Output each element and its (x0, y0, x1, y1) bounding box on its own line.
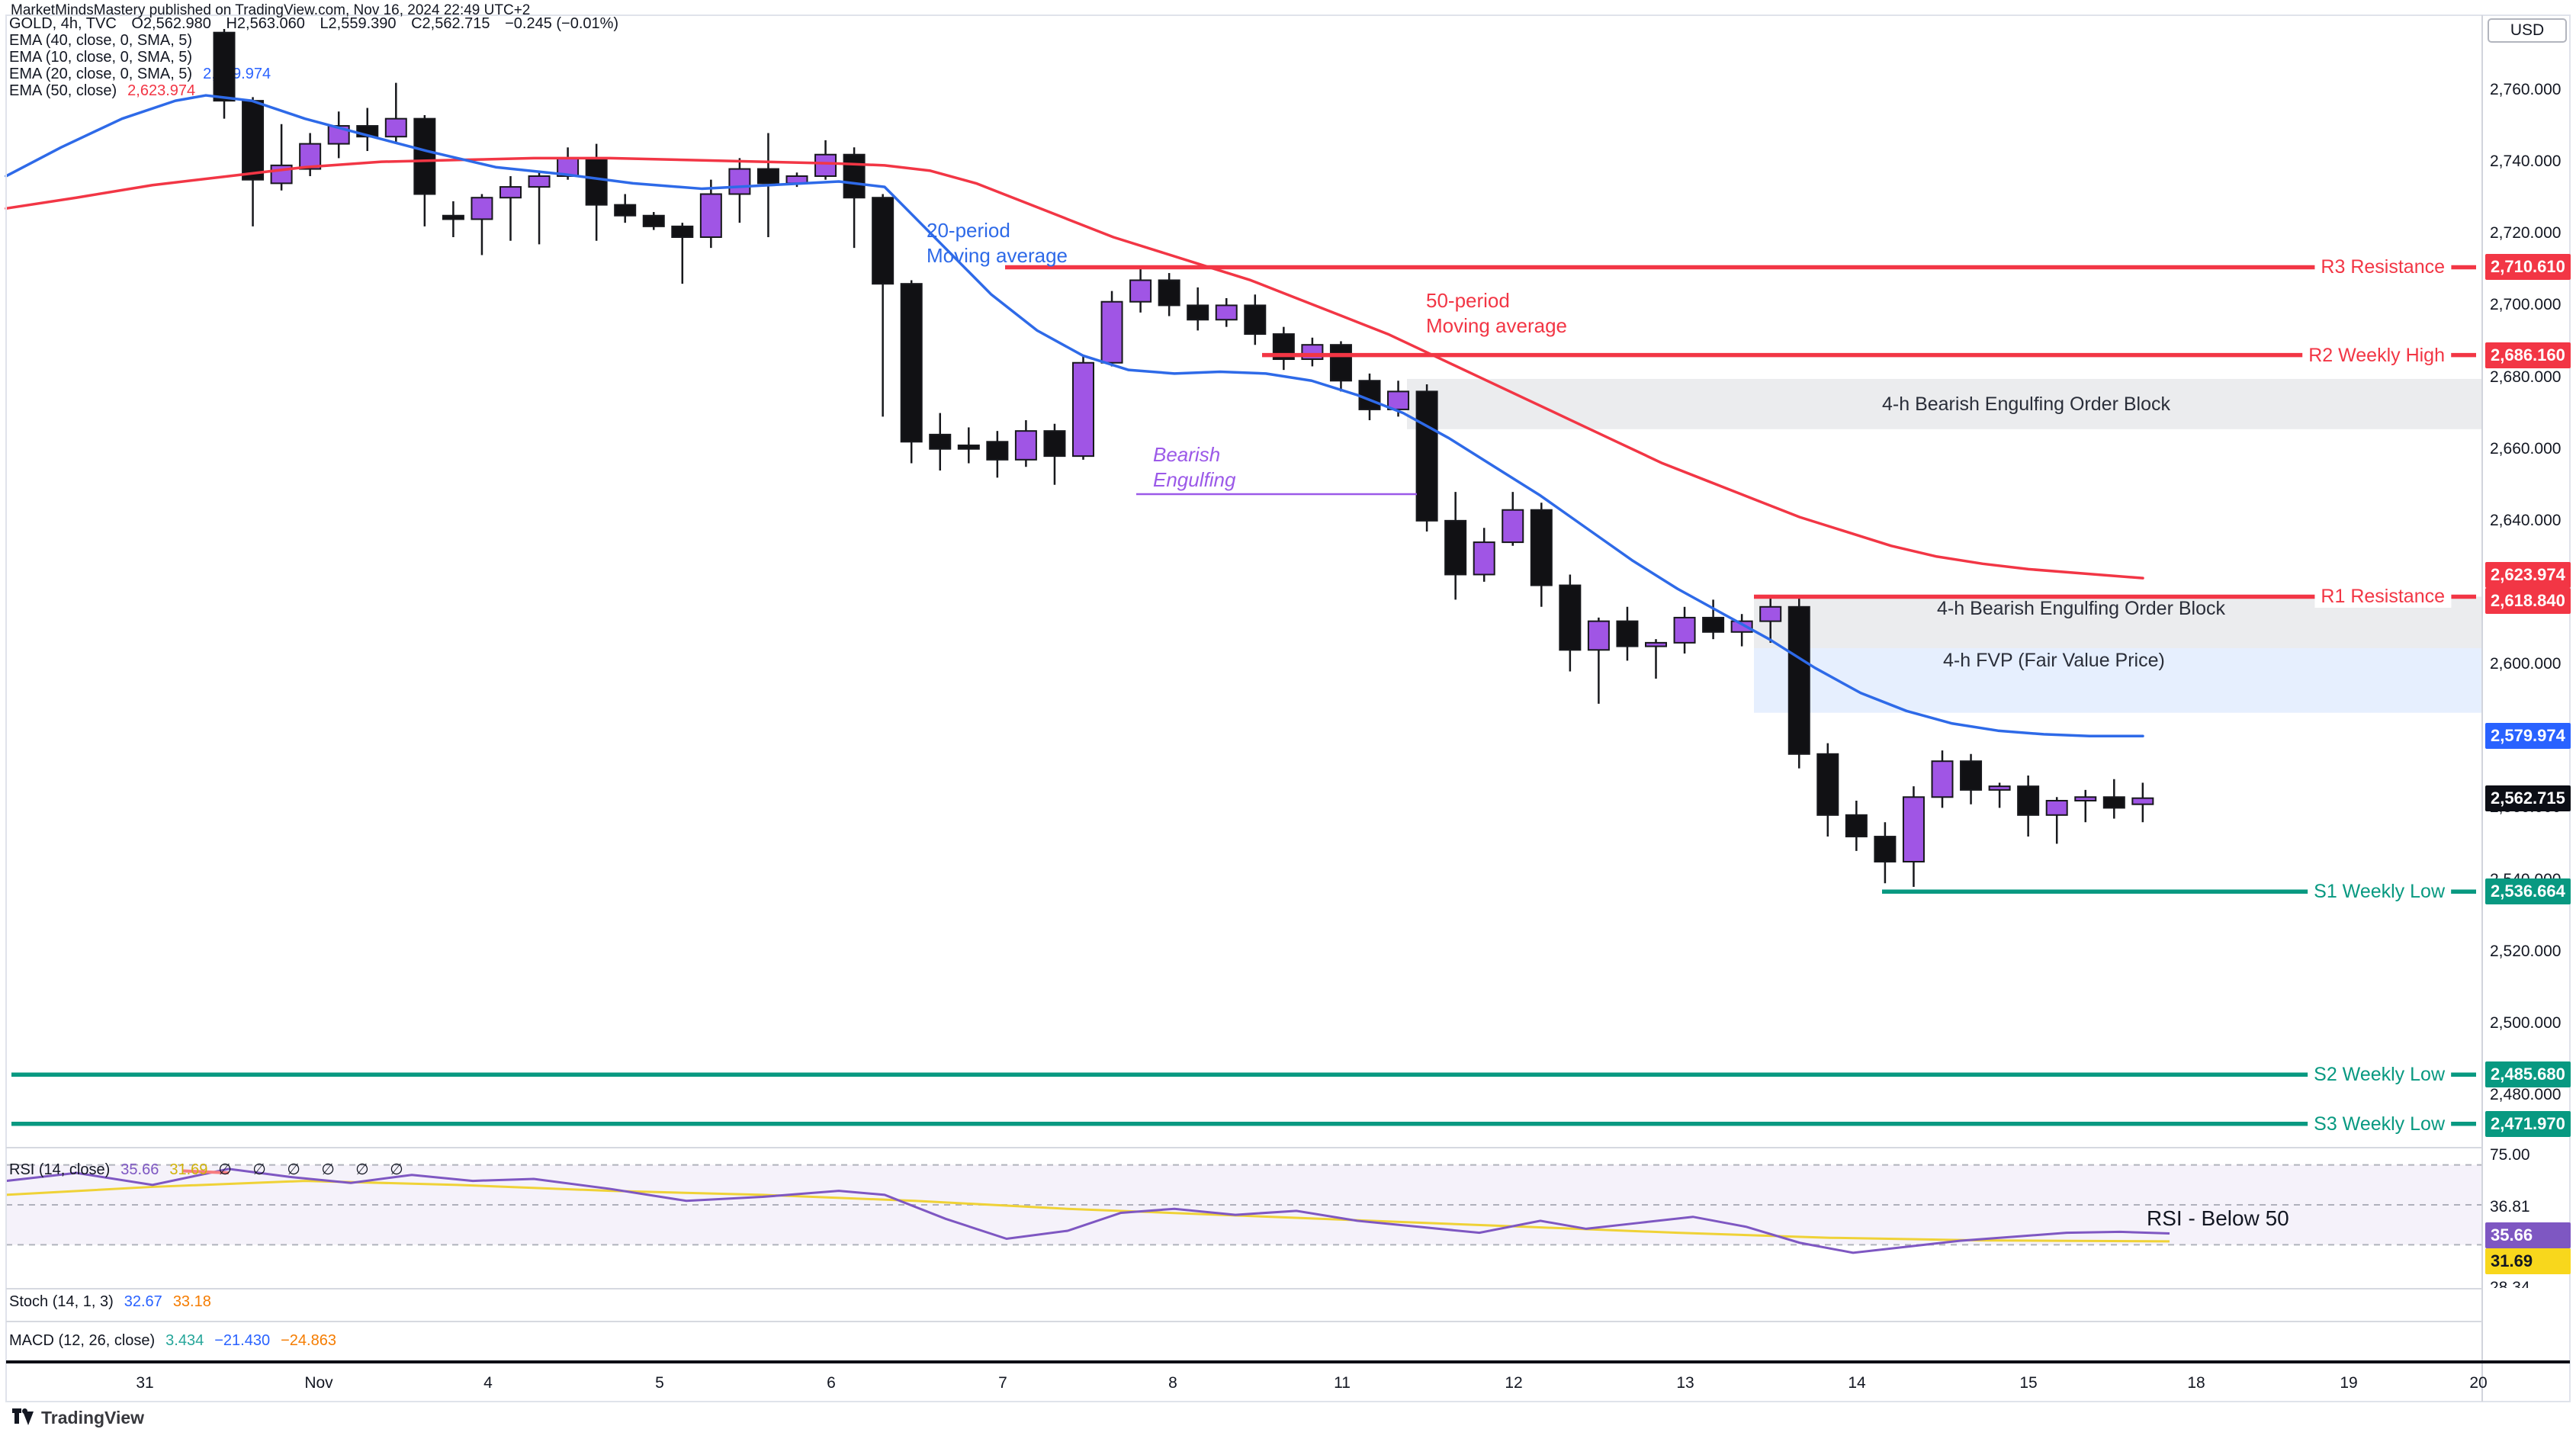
candle-body (843, 153, 866, 199)
rsi-line (5, 1167, 2170, 1254)
ohlc-low: L2,559.390 (320, 15, 397, 32)
candle-body (384, 117, 407, 138)
candle-body (2045, 799, 2068, 816)
candle-body (2017, 785, 2040, 816)
candle-body (1530, 509, 1553, 586)
candle-body (1902, 796, 1925, 863)
candle-body (1616, 620, 1639, 647)
candle-body (986, 441, 1009, 461)
candle-body (900, 283, 923, 443)
candle-body (814, 153, 837, 177)
candle-body (1415, 390, 1438, 522)
candle-body (1759, 605, 1782, 622)
candle-body (642, 214, 665, 227)
candle-body (1244, 304, 1267, 336)
ema-line (5, 94, 2144, 738)
candle-body (1587, 620, 1610, 651)
candle-body (1730, 620, 1753, 633)
candle-body (1072, 361, 1094, 458)
candle-body (1100, 300, 1123, 364)
chart-frame (5, 14, 2571, 1402)
ohlc-open: O2,562.980 (131, 15, 211, 32)
symbol-ohlc-row[interactable]: GOLD, 4h, TVC O2,562.980 H2,563.060 L2,5… (9, 15, 629, 32)
indicator-row-ema40[interactable]: EMA (40, close, 0, SMA, 5) (9, 32, 193, 49)
candle-body (1358, 380, 1381, 410)
candle-body (1787, 605, 1810, 755)
candle-body (442, 214, 464, 220)
candle-body (1874, 836, 1897, 863)
indicator-row-ema10[interactable]: EMA (10, close, 0, SMA, 5) (9, 49, 193, 66)
candle-body (1158, 279, 1180, 307)
candle-body (1043, 430, 1066, 458)
candle-body (1645, 641, 1667, 647)
candle-body (1960, 760, 1983, 791)
indicator-value-ema50: 2,623.974 (127, 82, 196, 99)
zone-band (1754, 596, 2482, 648)
zone-band (1754, 647, 2482, 713)
candle-body (614, 204, 637, 217)
candle-body (499, 186, 522, 199)
candle-body (1702, 616, 1725, 633)
indicator-label-ema50: EMA (50, close) (9, 82, 117, 99)
candle-body (872, 197, 895, 285)
candle-body (471, 197, 493, 220)
candle-body (1187, 304, 1209, 321)
candle-body (299, 143, 322, 170)
candle-body (1988, 785, 2011, 791)
candle-body (699, 193, 722, 238)
candle-body (1215, 304, 1238, 321)
candle-body (1329, 344, 1352, 382)
candle-body (213, 31, 236, 102)
candle-body (1673, 616, 1696, 644)
candle-body (929, 433, 952, 450)
zone-band (1407, 378, 2482, 429)
candle-body (1473, 541, 1495, 576)
indicator-label-ema20: EMA (20, close, 0, SMA, 5) (9, 66, 193, 82)
indicator-row-ema50[interactable]: EMA (50, close) 2,623.974 (9, 82, 629, 99)
candle-body (1387, 390, 1410, 410)
symbol-title: GOLD, 4h, TVC (9, 15, 117, 32)
candle-body (413, 117, 436, 195)
rsi-divergence-segment (182, 1169, 230, 1175)
candle-body (1816, 753, 1839, 816)
candle-body (2074, 796, 2097, 801)
candle-body (2102, 796, 2125, 809)
candle-body (2131, 797, 2154, 805)
candle-body (1444, 519, 1467, 576)
ema-line (5, 156, 2144, 580)
candle-body (957, 444, 980, 450)
candle-body (585, 157, 608, 206)
candle-body (1559, 584, 1582, 651)
ohlc-change: −0.245 (−0.01%) (505, 15, 619, 32)
candle-body (1931, 760, 1954, 798)
candle-body (1014, 430, 1037, 461)
candle-body (242, 100, 265, 181)
candle-body (756, 168, 779, 185)
candle-body (1502, 509, 1524, 544)
candle-body (671, 225, 694, 238)
candle-body (1129, 279, 1152, 303)
candle-body (528, 175, 551, 188)
ohlc-high: H2,563.060 (226, 15, 305, 32)
candle-body (728, 168, 751, 195)
ohlc-close: C2,562.715 (411, 15, 490, 32)
candle-body (1845, 814, 1868, 838)
symbol-legend: GOLD, 4h, TVC O2,562.980 H2,563.060 L2,5… (9, 15, 629, 99)
publish-attribution: MarketMindsMastery published on TradingV… (11, 2, 531, 18)
